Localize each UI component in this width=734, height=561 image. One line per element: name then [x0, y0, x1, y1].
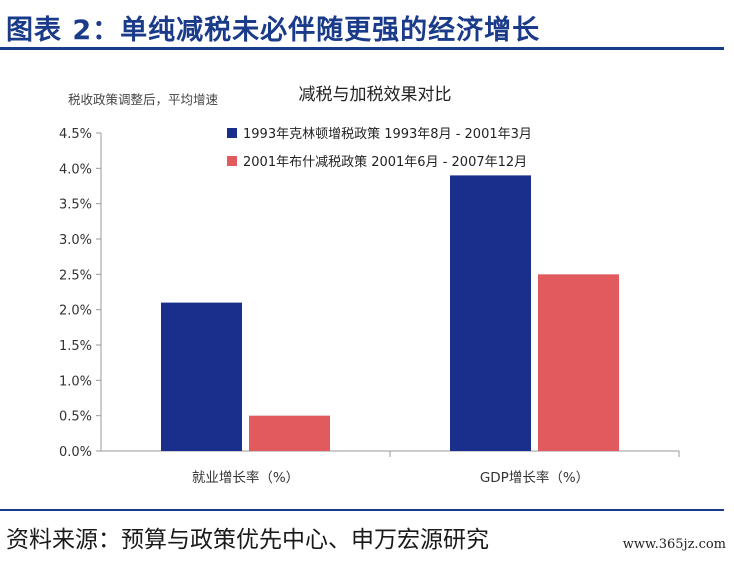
y-tick-label: 4.0% — [59, 162, 92, 177]
y-tick-label: 0.5% — [59, 410, 92, 425]
legend: 1993年克林顿增税政策 1993年8月 - 2001年3月 2001年布什减税政… — [227, 126, 532, 170]
source-note: 资料来源：预算与政策优先中心、申万宏源研究 — [6, 527, 489, 553]
bar-series-1 — [161, 302, 242, 451]
y-tick-label: 3.5% — [59, 198, 92, 213]
legend-label: 2001年布什减税政策 2001年6月 - 2007年12月 — [243, 154, 527, 170]
figure-heading: 图表 2：单纯减税未必伴随更强的经济增长 — [6, 15, 541, 46]
y-tick-label: 3.0% — [59, 233, 92, 248]
y-tick-label: 2.0% — [59, 304, 92, 319]
bar-series-2 — [538, 274, 619, 451]
legend-label: 1993年克林顿增税政策 1993年8月 - 2001年3月 — [243, 126, 532, 142]
bar-series-1 — [450, 175, 531, 451]
legend-swatch — [227, 156, 237, 166]
chart-title: 减税与加税效果对比 — [299, 85, 452, 105]
bars — [161, 175, 619, 451]
y-tick-label: 2.5% — [59, 268, 92, 283]
x-tick-label: 就业增长率（%） — [192, 469, 299, 486]
y-tick-label: 1.5% — [59, 339, 92, 354]
y-tick-label: 4.5% — [59, 127, 92, 142]
y-tick-label: 0.0% — [59, 445, 92, 460]
legend-swatch — [227, 128, 237, 138]
heading-rule — [0, 47, 724, 50]
source-rule — [0, 509, 724, 511]
bar-series-2 — [249, 415, 330, 451]
y-axis-label: 税收政策调整后，平均增速 — [68, 92, 219, 107]
x-tick-label: GDP增长率（%） — [480, 469, 589, 486]
y-tick-label: 1.0% — [59, 374, 92, 389]
watermark-text: www.365jz.com — [622, 537, 726, 552]
